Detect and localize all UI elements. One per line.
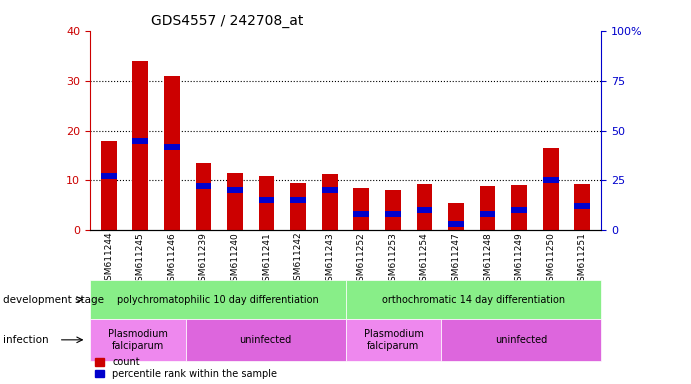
Text: uninfected: uninfected <box>240 335 292 345</box>
Text: development stage: development stage <box>3 295 104 305</box>
Bar <box>258 197 274 204</box>
Bar <box>480 212 495 217</box>
Bar <box>164 76 180 230</box>
Text: uninfected: uninfected <box>495 335 547 345</box>
Text: Plasmodium
falciparum: Plasmodium falciparum <box>363 329 424 351</box>
Bar <box>227 173 243 230</box>
Bar <box>322 187 338 194</box>
Text: GDS4557 / 242708_at: GDS4557 / 242708_at <box>151 14 303 28</box>
Bar <box>133 137 149 144</box>
Bar <box>574 184 590 230</box>
Bar <box>101 141 117 230</box>
Bar <box>574 204 590 209</box>
Text: Plasmodium
falciparum: Plasmodium falciparum <box>108 329 168 351</box>
Bar <box>164 144 180 149</box>
Bar <box>353 212 369 217</box>
Text: infection: infection <box>3 335 49 345</box>
Bar <box>290 183 306 230</box>
Bar <box>227 187 243 194</box>
Legend: count, percentile rank within the sample: count, percentile rank within the sample <box>95 357 277 379</box>
Bar <box>511 185 527 230</box>
Bar <box>101 174 117 179</box>
Bar <box>385 212 401 217</box>
Bar <box>448 222 464 227</box>
Bar <box>133 61 149 230</box>
Bar <box>417 184 433 230</box>
Text: polychromatophilic 10 day differentiation: polychromatophilic 10 day differentiatio… <box>117 295 319 305</box>
Bar <box>448 203 464 230</box>
Bar <box>511 207 527 214</box>
Bar <box>480 187 495 230</box>
Bar <box>417 207 433 214</box>
Text: orthochromatic 14 day differentiation: orthochromatic 14 day differentiation <box>381 295 565 305</box>
Bar <box>542 177 558 184</box>
Bar <box>322 174 338 230</box>
Bar <box>353 188 369 230</box>
Bar <box>385 190 401 230</box>
Bar <box>196 163 211 230</box>
Bar <box>258 177 274 230</box>
Bar <box>196 184 211 189</box>
Bar <box>542 148 558 230</box>
Bar <box>290 197 306 204</box>
